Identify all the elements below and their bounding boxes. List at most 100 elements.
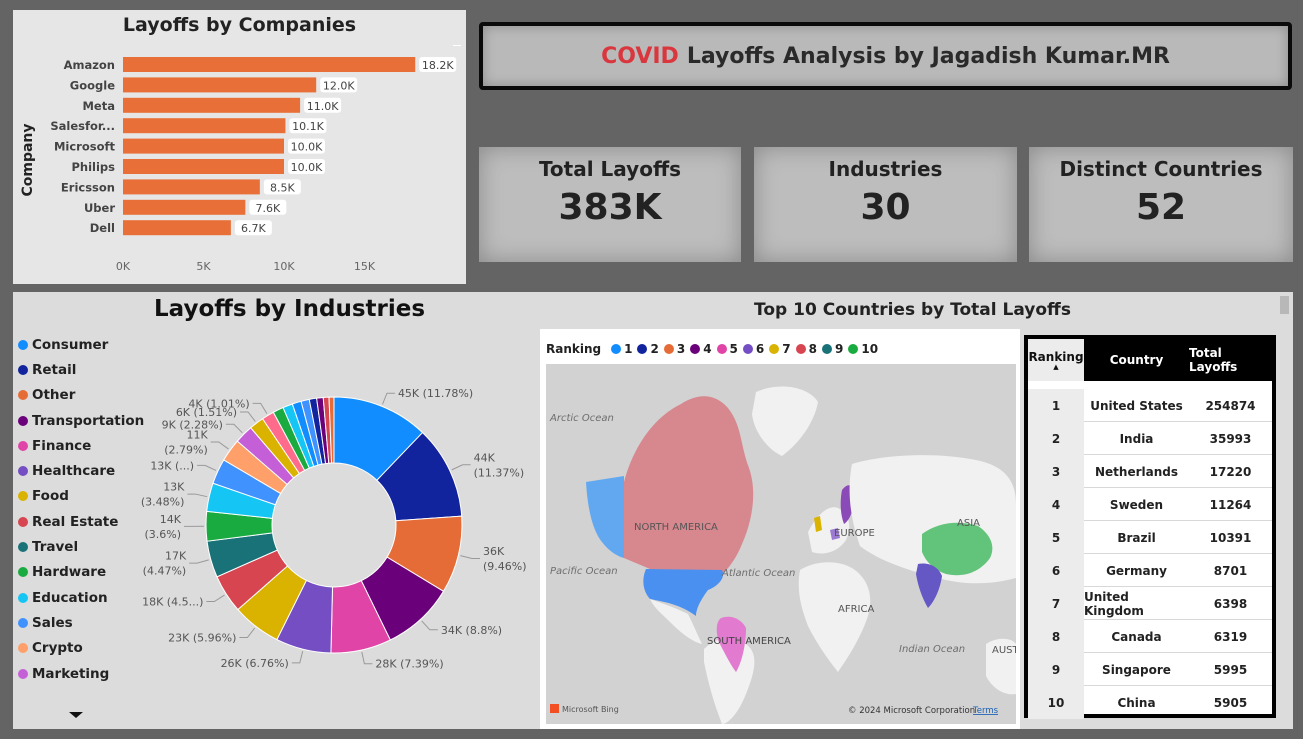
legend-item[interactable]: Sales (18, 610, 153, 635)
cell-total-layoffs: 6319 (1213, 629, 1248, 644)
ranking-legend-item[interactable]: 8 (795, 342, 817, 356)
column-header-country[interactable]: Country (1084, 339, 1189, 381)
table-row[interactable]: 5 Brazil 10391 (1028, 521, 1272, 554)
legend-label: Food (32, 488, 69, 505)
legend-item[interactable]: Consumer (18, 332, 153, 357)
cell-country: China (1117, 695, 1156, 710)
cell-total-layoffs: 5995 (1213, 662, 1248, 677)
column-header-ranking[interactable]: Ranking ▲ (1028, 339, 1084, 381)
cell-total-layoffs: 6398 (1213, 596, 1248, 611)
companies-chart-panel: Layoffs by Companies Company Amazon 18.2K G… (13, 10, 466, 284)
map-attribution: Microsoft Bing (562, 705, 619, 714)
ranking-color-dot (848, 344, 859, 354)
alaska-shape[interactable] (586, 476, 624, 558)
legend-item[interactable]: Other (18, 383, 153, 408)
donut-data-label: (3.48%) (141, 496, 185, 509)
bar-data-label: 11.0K (307, 100, 339, 113)
usa-shape[interactable] (643, 569, 724, 616)
ranking-legend-item[interactable]: 4 (690, 342, 712, 356)
bar-category-label: Philips (71, 160, 115, 174)
map-label-atlantic: Atlantic Ocean (721, 568, 795, 579)
world-map[interactable]: Arctic Ocean NORTH AMERICA Pacific Ocean… (546, 364, 1016, 724)
table-row[interactable]: 10 China 5905 (1028, 686, 1272, 719)
cell-country: United States (1090, 398, 1183, 413)
ranking-legend-item[interactable]: 7 (769, 342, 791, 356)
bar-data-label-bg (419, 57, 457, 72)
legend-color-dot (18, 592, 28, 603)
legend-item[interactable]: Healthcare (18, 458, 153, 483)
kpi-total-layoffs: Total Layoffs 383K (479, 147, 741, 262)
ranking-color-dot (716, 344, 727, 354)
legend-item[interactable]: Crypto (18, 636, 153, 661)
ranking-legend-item[interactable]: 5 (716, 342, 738, 356)
legend-item[interactable]: Marketing (18, 661, 153, 686)
bar-data-label-bg (234, 220, 272, 236)
bar (123, 118, 286, 134)
table-row[interactable]: 6 Germany 8701 (1028, 554, 1272, 587)
germany-shape[interactable] (830, 528, 840, 540)
legend-item[interactable]: Education (18, 585, 153, 610)
legend-color-dot (18, 339, 28, 350)
kpi-label: Distinct Countries (1059, 157, 1263, 181)
africa-shape (798, 562, 871, 672)
brazil-shape[interactable] (716, 616, 746, 672)
ranking-legend-item[interactable]: 1 (611, 342, 632, 356)
panel-corner-mark (453, 45, 461, 46)
donut-leader-line (240, 411, 256, 422)
donut-leader-line (239, 627, 256, 639)
ranking-color-dot (637, 344, 648, 354)
cell-country: United Kingdom (1084, 589, 1144, 618)
table-row[interactable]: 7 United Kingdom 6398 (1028, 587, 1272, 620)
cell-total-layoffs: 8701 (1213, 563, 1248, 578)
map-copyright: © 2024 Microsoft Corporation (848, 706, 975, 716)
legend-item[interactable]: Travel (18, 534, 153, 559)
legend-item[interactable]: Real Estate (18, 509, 153, 534)
table-row[interactable]: 1 United States 254874 (1028, 389, 1272, 422)
table-row[interactable]: 4 Sweden 11264 (1028, 488, 1272, 521)
legend-label: Transportation (32, 412, 145, 429)
bar-data-label-bg (304, 97, 342, 113)
x-tick-label: 0K (116, 260, 131, 273)
donut-data-label: 23K (5.96%) (168, 632, 236, 645)
header-label: Ranking (1028, 349, 1084, 364)
panel-scrollbar[interactable] (1280, 296, 1289, 314)
ranking-label: 1 (624, 342, 633, 356)
donut-data-label: 17K (165, 550, 187, 563)
ranking-label: 4 (703, 342, 712, 356)
legend-item[interactable]: Food (18, 484, 153, 509)
column-header-total-layoffs[interactable]: Total Layoffs (1189, 339, 1272, 381)
ranking-legend-item[interactable]: 2 (637, 342, 659, 356)
legend-item[interactable]: Hardware (18, 560, 153, 585)
ranking-legend-item[interactable]: 3 (663, 342, 685, 356)
table-row[interactable]: 9 Singapore 5995 (1028, 653, 1272, 686)
legend-label: Sales (32, 614, 73, 631)
table-row[interactable]: 3 Netherlands 17220 (1028, 455, 1272, 488)
donut-leader-line (382, 392, 395, 405)
india-shape[interactable] (916, 563, 942, 609)
table-row[interactable]: 2 India 35993 (1028, 422, 1272, 455)
legend-color-dot (18, 567, 28, 578)
canada-shape[interactable] (624, 396, 754, 584)
legend-label: Finance (32, 437, 92, 454)
map-terms-link[interactable]: Terms (972, 706, 999, 716)
kpi-label: Industries (828, 157, 943, 181)
uk-shape[interactable] (814, 516, 822, 532)
bar-data-label: 6.7K (241, 222, 266, 235)
ranking-legend-item[interactable]: 6 (742, 342, 764, 356)
ranking-legend-item[interactable]: 9 (821, 342, 843, 356)
table-row[interactable]: 8 Canada 6319 (1028, 620, 1272, 653)
ranking-legend-item[interactable]: 10 (848, 342, 878, 356)
legend-item[interactable]: Finance (18, 433, 153, 458)
legend-color-dot (18, 617, 28, 628)
legend-color-dot (18, 364, 28, 375)
donut-slice[interactable] (328, 396, 335, 464)
legend-color-dot (18, 466, 28, 477)
china-shape[interactable] (922, 522, 993, 576)
legend-color-dot (18, 491, 28, 502)
legend-item[interactable]: Retail (18, 357, 153, 382)
ranking-label: 5 (729, 342, 738, 356)
legend-item[interactable]: Transportation (18, 408, 153, 433)
legend-scroll-down-icon[interactable] (69, 712, 83, 718)
header-label: Total Layoffs (1189, 346, 1238, 374)
bar (123, 138, 284, 154)
